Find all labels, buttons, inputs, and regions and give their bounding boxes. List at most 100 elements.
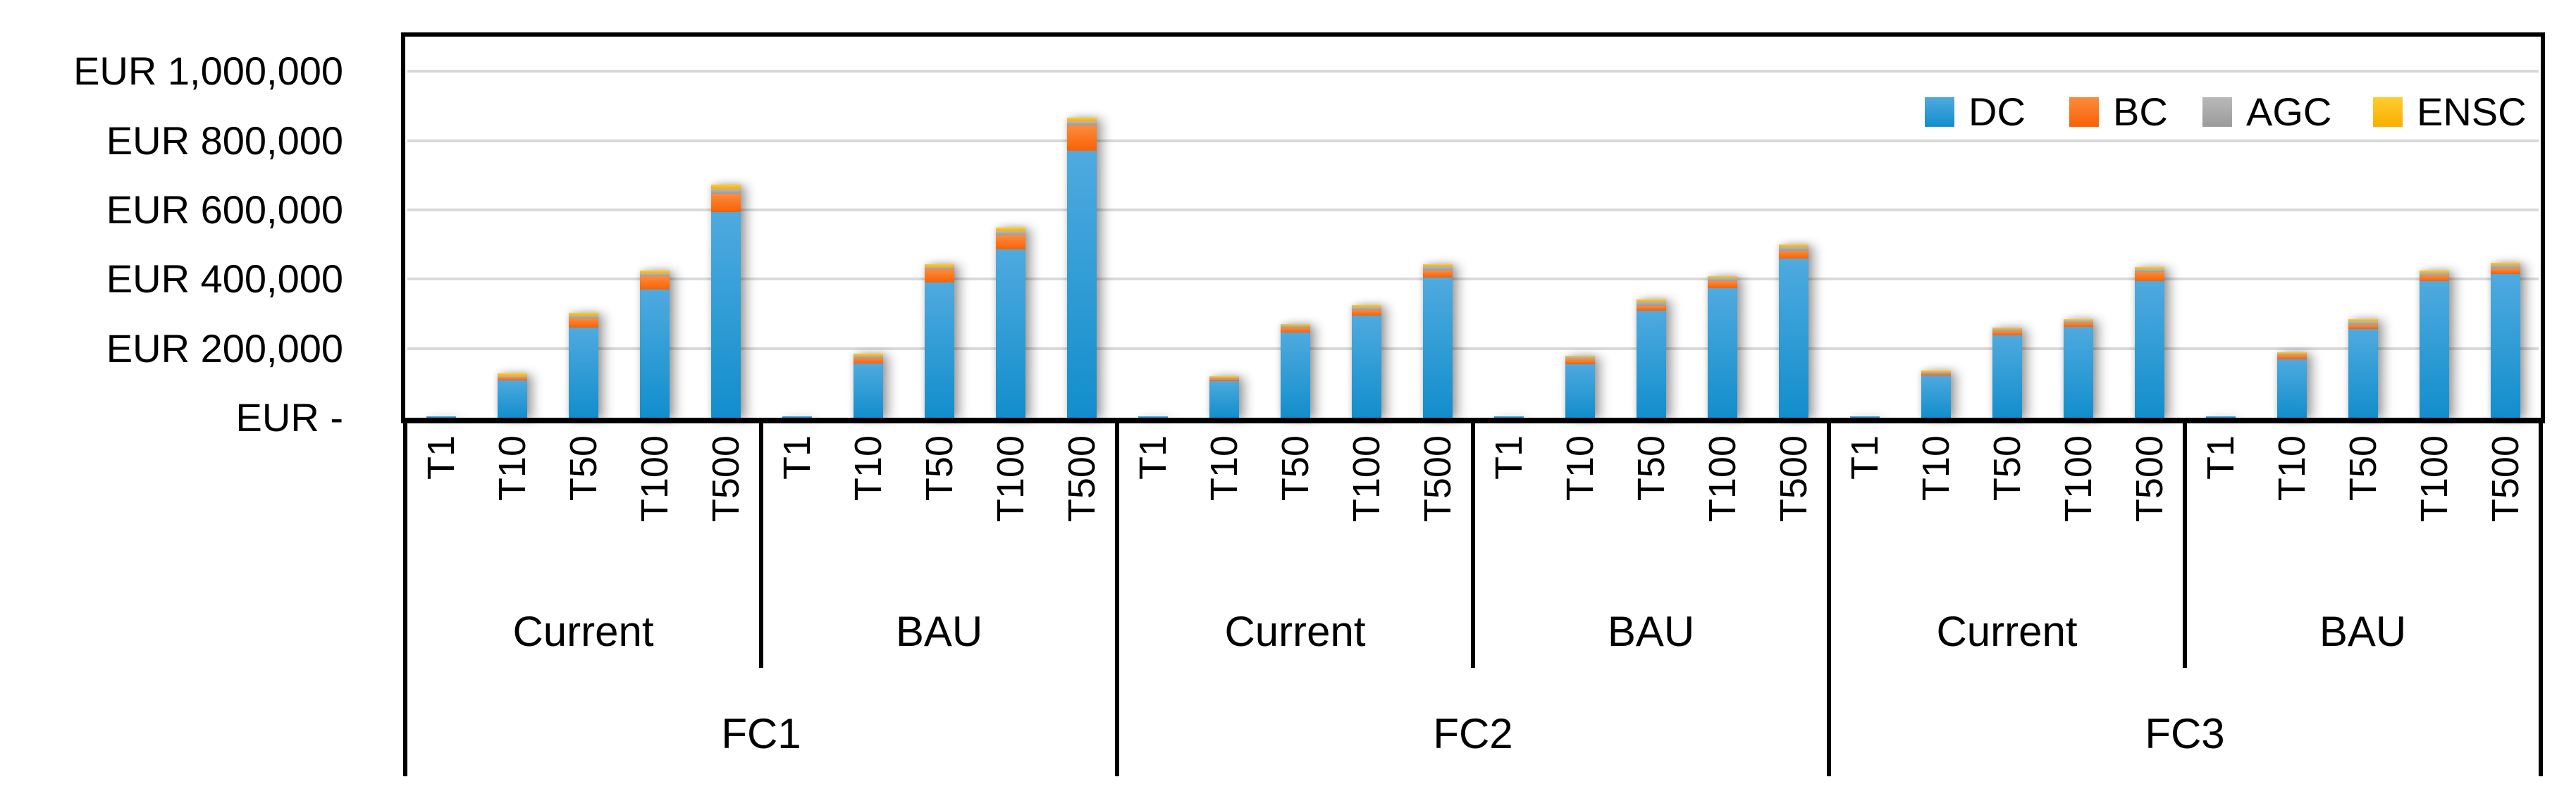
scenario-label-BAU: BAU — [895, 608, 983, 655]
bar-segment-bc — [2348, 324, 2378, 329]
bar-segment-ensc — [1921, 371, 1951, 373]
bar-FC1-BAU-T50 — [924, 263, 954, 418]
tick-label-T10: T10 — [491, 435, 534, 502]
bar-segment-bc — [568, 318, 598, 328]
bar-segment-dc — [2276, 359, 2307, 418]
bar-segment-dc — [1778, 258, 1808, 418]
bar-segment-agc — [2348, 321, 2378, 325]
separator-line — [403, 418, 407, 776]
y-axis-label: EUR 600,000 — [106, 187, 343, 232]
bar-FC1-Current-T50 — [568, 313, 598, 418]
separator-line — [1115, 418, 1119, 776]
bar-segment-bc — [1422, 270, 1453, 278]
bar-segment-agc — [1066, 121, 1097, 126]
tick-label-T10: T10 — [1558, 435, 1601, 502]
bar-FC3-Current-T50 — [1992, 328, 2022, 418]
bar-segment-agc — [497, 375, 527, 378]
bar-segment-bc — [2276, 355, 2307, 360]
bar-segment-dc — [1066, 151, 1097, 418]
gridline-400000 — [407, 278, 2539, 281]
bar-segment-dc — [1707, 287, 1737, 418]
bar-segment-ensc — [924, 263, 954, 267]
bar-FC2-BAU-T1 — [1493, 416, 1524, 418]
bar-segment-agc — [1992, 329, 2022, 332]
bar-FC1-BAU-T500 — [1066, 117, 1097, 418]
tick-label-T500: T500 — [1060, 435, 1103, 523]
y-axis-label: EUR 800,000 — [106, 118, 343, 163]
tick-label-T50: T50 — [2341, 435, 2384, 502]
tick-label-T10: T10 — [1914, 435, 1957, 502]
tick-label-T50: T50 — [562, 435, 605, 502]
bar-segment-dc — [1636, 310, 1666, 418]
bar-segment-agc — [639, 273, 670, 277]
bar-segment-dc — [1209, 381, 1239, 418]
bar-segment-bc — [995, 235, 1025, 250]
bar-segment-agc — [853, 356, 883, 358]
bar-segment-agc — [995, 231, 1025, 235]
bar-segment-dc — [497, 380, 527, 418]
bar-FC1-BAU-T10 — [853, 353, 883, 418]
bar-segment-ensc — [2134, 267, 2164, 269]
bar-segment-agc — [1422, 266, 1453, 270]
tick-label-T100: T100 — [2412, 435, 2455, 523]
bar-FC3-BAU-T10 — [2276, 352, 2307, 418]
bar-segment-agc — [1280, 325, 1310, 328]
bar-segment-dc — [2419, 280, 2449, 418]
bar-segment-ensc — [1636, 299, 1666, 301]
bar-segment-bc — [1921, 373, 1951, 376]
tick-label-T500: T500 — [1416, 435, 1459, 523]
bar-segment-dc — [1921, 375, 1951, 418]
bar-segment-bc — [1280, 328, 1310, 333]
y-axis-label: EUR - — [235, 395, 343, 440]
bar-segment-ensc — [2348, 319, 2378, 321]
tick-label-T10: T10 — [2270, 435, 2313, 502]
bar-FC2-Current-T500 — [1422, 264, 1453, 418]
bar-FC3-Current-T1 — [1849, 416, 1880, 418]
bar-segment-ensc — [710, 185, 741, 189]
tick-label-T1: T1 — [2199, 435, 2242, 480]
bar-segment-agc — [1707, 278, 1737, 282]
legend-swatch-dc-icon — [1925, 97, 1954, 127]
bar-segment-dc — [1849, 416, 1880, 418]
legend-swatch-bc-icon — [2069, 97, 2099, 127]
legend-label-bc: BC — [2113, 89, 2168, 134]
bar-segment-ensc — [1707, 275, 1737, 278]
bar-segment-bc — [2063, 322, 2093, 327]
bar-segment-bc — [710, 194, 741, 212]
scenario-label-Current: Current — [1936, 608, 2078, 655]
separator-line — [1827, 418, 1831, 776]
bar-segment-dc — [639, 290, 670, 418]
tick-label-T1: T1 — [1131, 435, 1174, 480]
separator-line — [1471, 418, 1475, 668]
bar-segment-dc — [2490, 273, 2520, 418]
bar-segment-dc — [1138, 416, 1168, 418]
bar-segment-agc — [1351, 306, 1381, 311]
bar-FC1-Current-T500 — [710, 185, 741, 418]
bar-segment-agc — [2063, 320, 2093, 323]
legend-label-agc: AGC — [2246, 89, 2332, 134]
bar-segment-bc — [1565, 359, 1595, 364]
bar-segment-ensc — [853, 353, 883, 356]
bar-segment-ensc — [1778, 244, 1808, 247]
bar-segment-agc — [2419, 272, 2449, 275]
bar-segment-bc — [2419, 275, 2449, 281]
scenario-label-Current: Current — [512, 608, 654, 655]
tick-label-T500: T500 — [1772, 435, 1815, 523]
tick-label-T50: T50 — [1985, 435, 2028, 502]
bar-FC2-Current-T100 — [1351, 305, 1381, 418]
bar-segment-dc — [995, 249, 1025, 418]
tick-label-T500: T500 — [2128, 435, 2171, 523]
bar-FC1-Current-T100 — [639, 270, 670, 418]
bar-FC1-BAU-T1 — [782, 416, 812, 418]
section-label-FC3: FC3 — [2145, 710, 2225, 757]
separator-line — [2183, 418, 2187, 668]
bar-segment-ensc — [639, 270, 670, 273]
bar-segment-agc — [1209, 377, 1239, 379]
bar-segment-bc — [1351, 310, 1381, 316]
bar-FC3-BAU-T50 — [2348, 319, 2378, 418]
bar-segment-ensc — [568, 313, 598, 316]
bar-segment-dc — [710, 211, 741, 418]
tick-label-T100: T100 — [2057, 435, 2100, 523]
bar-segment-dc — [1565, 363, 1595, 418]
